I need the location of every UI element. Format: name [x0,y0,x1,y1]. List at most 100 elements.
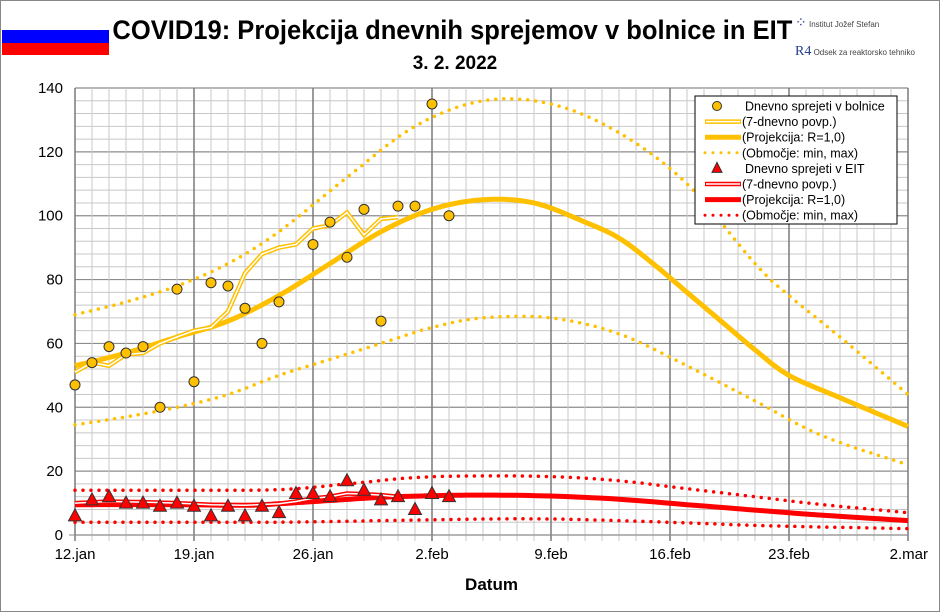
data-point [154,401,166,413]
chart-title-container: COVID19: Projekcija dnevnih sprejemov v … [112,14,792,48]
data-point [67,507,83,522]
legend-label: (Projekcija: R=1,0) [742,131,845,145]
data-point [188,376,200,388]
data-point [373,491,389,506]
data-point [441,488,457,503]
legend-label: (Projekcija: R=1,0) [742,193,845,207]
range-line [73,97,910,397]
legend-label: (Območje: min, max) [742,209,858,223]
data-point [358,203,370,215]
range-line [73,314,910,467]
x-tick-label: 2.feb [415,546,448,563]
r4-logo: R4 Odsek za reaktorsko tehniko [795,44,915,61]
data-point [152,498,168,512]
data-point [256,337,268,349]
data-point [205,277,217,289]
data-point [84,491,100,506]
data-point [390,488,406,503]
legend-item: (Projekcija: R=1,0) [705,193,845,207]
y-tick-label: 100 [38,208,63,225]
data-point [101,488,117,503]
data-point [339,472,355,487]
r4-mark-icon: R4 [795,44,812,59]
legend-item: Dnevno sprejeti v EIT [711,161,865,176]
data-point [239,302,251,314]
legend-marker [712,101,722,111]
data-point [220,498,236,512]
legend-label: (Območje: min, max) [742,146,858,160]
data-point [424,485,440,499]
x-axis-label: Datum [465,575,518,594]
data-point [426,98,438,110]
data-point [86,357,98,369]
data-point [271,504,287,519]
projection-line [74,196,909,429]
x-tick-label: 16.feb [649,546,691,563]
data-point [375,315,387,327]
data-point [443,210,455,222]
x-tick-label: 26.jan [293,546,334,563]
legend-label: (7-dnevno povp.) [742,115,837,129]
data-point [324,216,336,228]
series-3 [73,97,910,467]
y-tick-label: 40 [46,399,63,416]
x-tick-label: 9.feb [534,546,567,563]
legend-item: (7-dnevno povp.) [705,115,837,129]
data-point [186,498,202,512]
ijs-dots-icon: ⁘ [795,14,807,30]
series-6 [75,492,909,524]
y-tick-label: 120 [38,144,63,161]
slovenia-flag [2,18,109,55]
data-point [307,238,319,250]
data-point [171,283,183,295]
legend-item: (Območje: min, max) [703,209,858,223]
data-point [69,379,81,391]
data-point [237,507,253,522]
legend-label: Dnevno sprejeti v bolnice [745,100,885,114]
y-tick-label: 20 [46,463,63,480]
series-4 [67,472,457,522]
chart-title: COVID19: Projekcija dnevnih sprejemov v … [111,15,792,45]
x-tick-label: 19.jan [174,546,215,563]
legend-item: (7-dnevno povp.) [705,178,837,192]
legend-item: (Območje: min, max) [703,146,858,160]
data-point [288,485,304,499]
x-tick-label: 2.mar [890,546,928,563]
y-tick-label: 140 [38,80,63,97]
x-tick-label: 12.jan [55,546,96,563]
x-tick-label: 23.feb [768,546,810,563]
data-point [409,200,421,212]
data-point [322,488,338,503]
series-0 [69,98,455,413]
data-point [135,495,151,509]
data-point [254,498,270,512]
legend-marker [711,161,723,173]
data-point [273,296,285,308]
data-point [305,485,321,499]
data-point [118,495,134,509]
y-tick-label: 0 [55,527,63,544]
chart-subtitle: 3. 2. 2022 [412,53,498,74]
y-tick-label: 60 [46,335,63,352]
data-point [169,495,185,509]
data-point [356,482,372,496]
legend: Dnevno sprejeti v bolnice(7-dnevno povp.… [694,95,898,225]
r4-logo-text: Odsek za reaktorsko tehniko [813,48,915,57]
data-point [341,251,353,263]
projection-line [75,492,909,524]
y-tick-label: 80 [46,272,63,289]
range-line [73,517,910,531]
legend-item: Dnevno sprejeti v bolnice [712,100,885,114]
data-point [103,341,115,353]
data-point [407,501,423,515]
ijs-logo-text: Institut Jožef Stefan [808,20,880,29]
legend-label: (7-dnevno povp.) [742,178,837,192]
data-point [203,507,219,522]
data-point [137,341,149,353]
legend-box [694,95,898,225]
legend-item: (Projekcija: R=1,0) [705,131,845,145]
data-point [120,347,132,359]
legend-label: Dnevno sprejeti v EIT [745,162,865,176]
data-point [222,280,234,292]
